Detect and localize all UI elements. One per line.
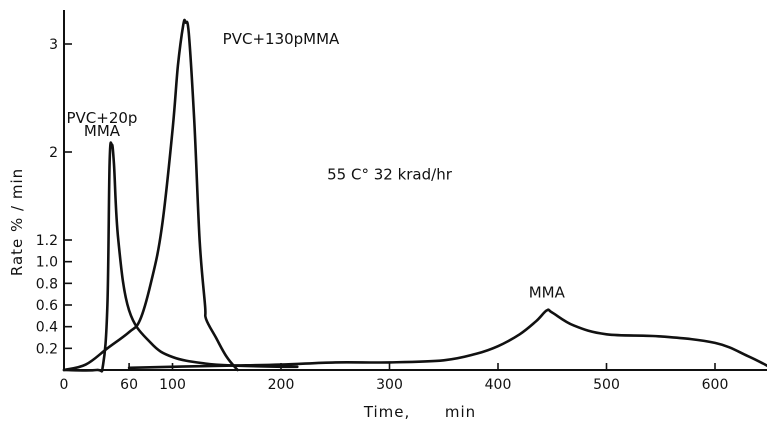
- series-line-1: [62, 141, 299, 373]
- x-tick-label-200: 200: [268, 377, 295, 393]
- y-tick-label-1.2: 1.2: [36, 233, 58, 249]
- x-tick-label-100: 100: [159, 377, 186, 393]
- series-line-2: [62, 18, 239, 372]
- x-tick-label-60: 60: [120, 377, 138, 393]
- series-layer: [62, 18, 767, 373]
- axes: [63, 10, 767, 371]
- annotation-1: PVC+130pMMA: [223, 30, 340, 48]
- annotation-2: PVC+20p: [66, 109, 137, 127]
- y-ticks: 0.2 0.4 0.6 0.8 1.0 1.2 2 3: [36, 37, 72, 357]
- y-tick-label-0.2: 0.2: [36, 341, 58, 357]
- annotation-3: MMA: [84, 122, 121, 140]
- y-tick-label-1.0: 1.0: [36, 255, 58, 271]
- x-tick-label-400: 400: [485, 377, 512, 393]
- x-ticks: 0 60 100 200 300 400 500 600: [60, 363, 729, 393]
- x-tick-label-500: 500: [593, 377, 620, 393]
- y-tick-label-0.8: 0.8: [36, 276, 58, 292]
- y-tick-label-0.4: 0.4: [36, 320, 58, 336]
- y-tick-label-2: 2: [49, 145, 58, 161]
- x-tick-label-0: 0: [60, 377, 69, 393]
- annotation-5: MMA: [529, 283, 566, 301]
- x-axis-label: Time, min: [363, 403, 476, 421]
- y-tick-label-0.6: 0.6: [36, 298, 58, 314]
- series-line-3: [127, 308, 767, 370]
- y-axis-label: Rate % / min: [8, 168, 26, 276]
- x-tick-label-300: 300: [376, 377, 403, 393]
- annotation-4: 55 C° 32 krad/hr: [327, 166, 453, 184]
- y-tick-label-3: 3: [49, 37, 58, 53]
- x-tick-label-600: 600: [702, 377, 729, 393]
